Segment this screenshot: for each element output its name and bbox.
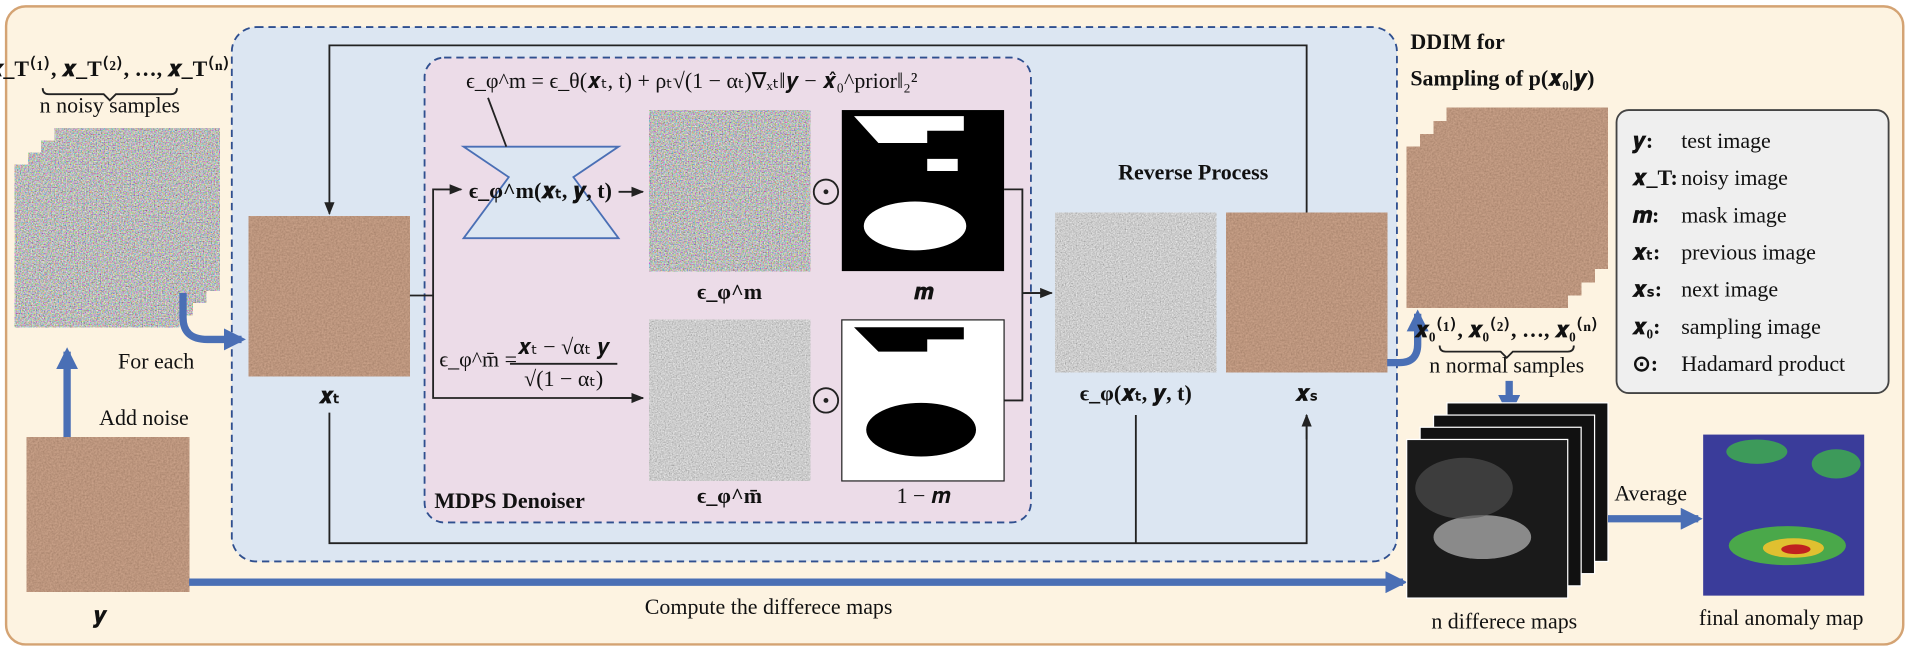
arrow — [1387, 309, 1429, 367]
legend-symbol: 𝒙_T: — [1631, 165, 1677, 190]
noisy-stack — [14, 127, 221, 328]
legend-text: noisy image — [1681, 165, 1788, 190]
brace — [41, 88, 178, 102]
arrow — [179, 293, 246, 351]
legend-text: Hadamard product — [1681, 351, 1845, 376]
reverse-title: Reverse Process — [1118, 160, 1268, 185]
legend-text: test image — [1681, 128, 1771, 153]
pointer — [487, 97, 508, 147]
eps-label: ϵ_φ(𝒙ₜ, 𝒚, t) — [1080, 380, 1192, 406]
test-image — [26, 437, 190, 592]
eps-image — [1055, 212, 1217, 373]
legend-symbol: 𝒎: — [1632, 202, 1659, 227]
compute-label: Compute the differece maps — [645, 594, 893, 619]
normal-samples: 𝒙₀⁽¹⁾, 𝒙₀⁽²⁾, …, 𝒙₀⁽ⁿ⁾ — [1414, 316, 1599, 342]
legend-symbol: 𝒙ₛ: — [1631, 277, 1662, 302]
eps-m-image — [649, 110, 811, 272]
eps-mbar-image — [649, 319, 811, 481]
average-label: Average — [1614, 480, 1687, 505]
diff-stack — [1406, 402, 1609, 599]
formula-num: 𝒙ₜ − √αₜ 𝒚 — [517, 334, 610, 359]
legend — [1615, 109, 1890, 395]
legend-text: mask image — [1681, 202, 1786, 227]
noisy-samples: 𝒙_T⁽¹⁾, 𝒙_T⁽²⁾, …, 𝒙_T⁽ⁿ⁾ — [0, 55, 230, 81]
hadamard — [812, 387, 840, 414]
final-label: final anomaly map — [1699, 605, 1864, 630]
denoiser-title: MDPS Denoiser — [434, 488, 585, 513]
anomaly-map — [1703, 434, 1865, 596]
formula-top: ϵ_φ^m = ϵ_θ(𝒙ₜ, t) + ρₜ√(1 − αₜ)∇ₓₜ‖𝒚 − … — [466, 68, 918, 93]
mask-label: 𝒎 — [914, 279, 934, 304]
add-noise: Add noise — [99, 405, 189, 430]
input-lines — [328, 412, 1308, 545]
eps-m-label: ϵ_φ^m — [697, 279, 762, 304]
legend-symbol: 𝒚: — [1631, 128, 1653, 154]
legend-symbol: 𝒙ₜ: — [1631, 240, 1660, 265]
normal-caption: n normal samples — [1429, 352, 1584, 377]
legend-text: next image — [1681, 277, 1778, 302]
legend-symbol: 𝒙₀: — [1631, 314, 1660, 339]
xt-label: 𝒙ₜ — [318, 383, 340, 408]
formula-den: √(1 − αₜ) — [524, 366, 603, 391]
for-each: For each — [118, 349, 194, 374]
title-line2: Sampling of p(𝒙₀|𝒚) — [1410, 66, 1594, 92]
loop-line — [324, 44, 1308, 216]
noisy-caption: n noisy samples — [40, 92, 180, 117]
network — [460, 145, 622, 240]
xs-label: 𝒙ₛ — [1294, 380, 1317, 405]
normal-stack — [1406, 107, 1609, 309]
title-line1: DDIM for — [1410, 29, 1505, 54]
inv-mask-label: 1 − 𝒎 — [897, 483, 951, 508]
diff-caption: n differece maps — [1431, 609, 1577, 634]
brace — [1438, 345, 1575, 360]
eps-mbar-label: ϵ_φ^m̄ — [697, 483, 762, 508]
legend-symbol: ⊙: — [1632, 351, 1658, 376]
hadamard — [812, 178, 840, 205]
formula-lhs: ϵ_φ^m̄ = — [439, 346, 517, 371]
network-label: ϵ_φ^m(𝒙ₜ, 𝒚, t) — [469, 178, 612, 204]
xt-image — [248, 216, 410, 377]
legend-text: sampling image — [1681, 314, 1821, 339]
legend-text: previous image — [1681, 240, 1816, 265]
y-label: 𝒚 — [92, 602, 108, 628]
xs-image — [1226, 212, 1388, 373]
